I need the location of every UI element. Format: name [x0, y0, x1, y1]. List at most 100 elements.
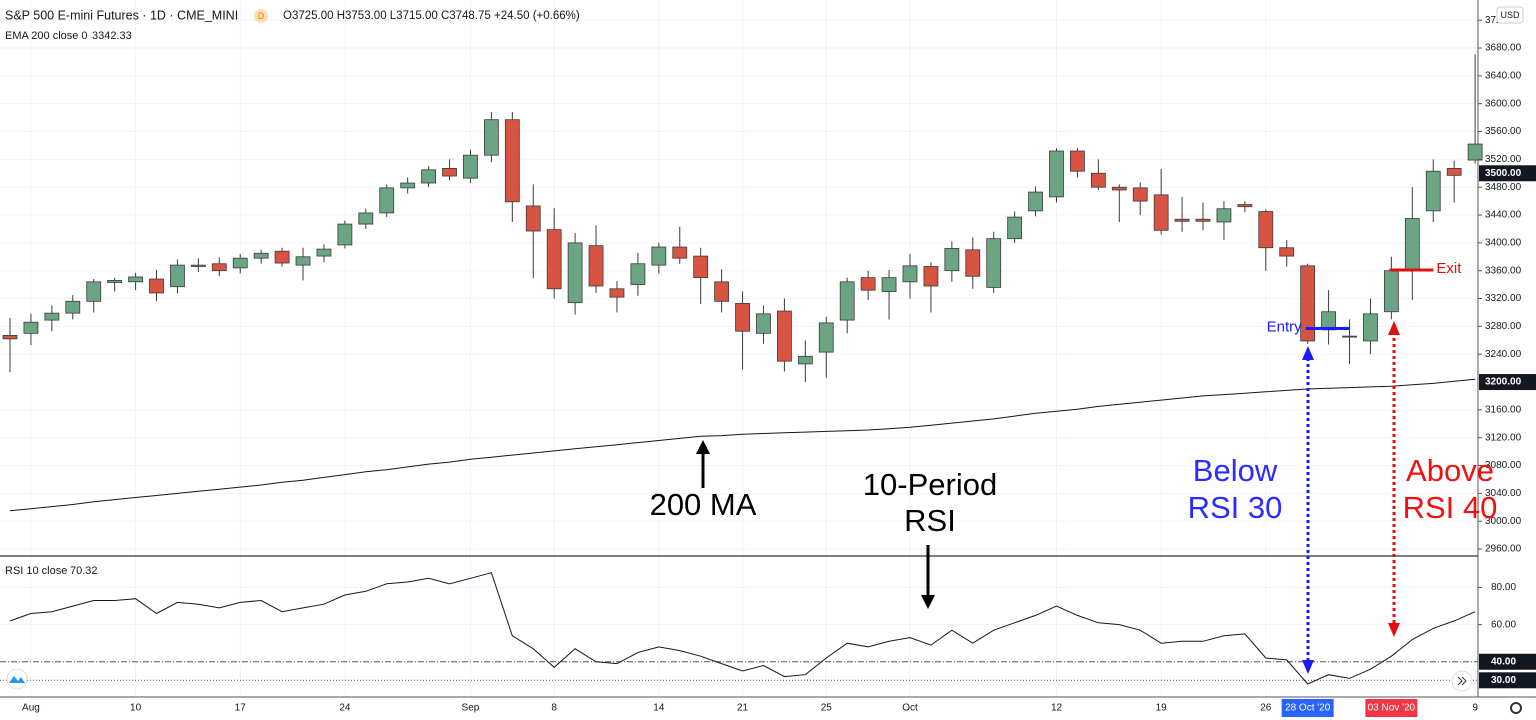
annotation-above: Above RSI 40: [1388, 321, 1497, 637]
currency-box[interactable]: [1496, 6, 1524, 24]
ema-line: [9, 378, 1476, 512]
arrow-head: [1388, 623, 1400, 637]
candle-body: [777, 310, 792, 362]
candle-body: [567, 242, 583, 304]
annotation-200ma: 200 MA: [650, 440, 757, 522]
candle-body: [881, 277, 897, 292]
candle-body: [714, 281, 730, 302]
candle-body: [1425, 170, 1441, 212]
candle-body: [818, 322, 834, 353]
x-tick-label: 24: [339, 703, 351, 714]
candle-body: [651, 246, 667, 266]
candle-body: [902, 265, 918, 283]
candle-body: [337, 223, 353, 246]
candle-body: [463, 154, 478, 179]
level-label: 30.00: [1491, 675, 1516, 686]
price-box: [1479, 165, 1536, 182]
arrow-head: [1302, 346, 1314, 360]
annotation-text: RSI: [904, 503, 956, 538]
candle-body: [149, 278, 164, 294]
level-label: 40.00: [1491, 656, 1516, 667]
symbol: S&P 500 E-mini Futures · 1D · CME_MINI: [5, 8, 238, 22]
y-tick-label: 3560.00: [1485, 126, 1522, 137]
candle-body: [400, 182, 416, 189]
candle-body: [1279, 247, 1295, 257]
candle-body: [1049, 150, 1064, 198]
candle-body: [190, 264, 206, 267]
candle-body: [232, 257, 248, 269]
y-tick-label: 3360.00: [1485, 265, 1522, 276]
candle-body: [44, 312, 60, 321]
currency: USD: [1500, 10, 1520, 20]
y-tick-label: 3400.00: [1485, 237, 1522, 248]
x-tick-label: Sep: [462, 703, 480, 714]
candle-body: [588, 245, 604, 287]
level-box: [1479, 653, 1536, 670]
logo[interactable]: [6, 668, 28, 690]
annotation-rsi: 10-Period RSI: [863, 467, 997, 609]
candle-body: [1383, 270, 1399, 313]
candle-body: [1216, 208, 1232, 223]
candle-body: [1028, 191, 1043, 212]
x-tick-label: 28 Oct '20: [1285, 703, 1331, 714]
rsi-line: [9, 572, 1476, 685]
candle-body: [504, 119, 520, 203]
grid: [0, 0, 1478, 697]
candle-body: [442, 168, 457, 177]
candle-body: [860, 277, 876, 291]
settings[interactable]: [1510, 702, 1522, 714]
candle-body: [1070, 150, 1085, 172]
candle-body: [65, 300, 81, 314]
annotation-text: RSI 30: [1188, 490, 1283, 525]
x-highlight: [1365, 699, 1418, 717]
annotation-text: RSI 40: [1403, 490, 1498, 525]
annotation-text: 10-Period: [863, 467, 997, 502]
candle-body: [274, 250, 290, 264]
candle-body: [170, 264, 185, 288]
candle-body: [693, 255, 709, 279]
candle-body: [1363, 313, 1378, 342]
candle-body: [1195, 218, 1211, 222]
arrow-head: [921, 595, 935, 609]
candle-body: [1007, 216, 1023, 240]
candle-body: [756, 313, 771, 334]
candle-body: [23, 321, 39, 334]
price-box: [1479, 374, 1536, 391]
annotation-text: Above: [1406, 453, 1494, 488]
price-label: 3500.00: [1485, 168, 1522, 179]
candle-body: [1300, 265, 1316, 342]
candle-body: [253, 252, 269, 259]
exit-label: Exit: [1436, 260, 1462, 277]
x-tick-label: 21: [737, 703, 749, 714]
y-tick-label: 3160.00: [1485, 405, 1522, 416]
y-tick-label: 3240.00: [1485, 349, 1522, 360]
annotation-text: 200 MA: [650, 487, 757, 522]
candle-body: [1153, 194, 1169, 231]
x-highlight: [1281, 699, 1334, 717]
candle-body: [1404, 218, 1420, 272]
candle-body: [672, 246, 688, 259]
candle-body: [965, 249, 981, 277]
arrow-head: [1388, 321, 1400, 335]
x-tick-label: 8: [551, 703, 557, 714]
y-tick-label: 3080.00: [1485, 460, 1522, 471]
y-tick-label: 80.00: [1491, 582, 1516, 593]
badge-text: D: [258, 11, 265, 21]
y-tick-label: 3280.00: [1485, 321, 1522, 332]
candle-body: [609, 288, 625, 298]
candle-body: [86, 281, 102, 302]
candle-body: [128, 276, 143, 283]
y-tick-label: 60.00: [1491, 619, 1516, 630]
x-tick-label: Oct: [902, 703, 918, 714]
annotation-below: Below RSI 30: [1188, 346, 1314, 674]
x-tick-label: 25: [821, 703, 833, 714]
candle-body: [630, 263, 646, 286]
candle-body: [1342, 335, 1357, 338]
plot: Entry Exit: [0, 54, 1483, 685]
candle-body: [525, 205, 541, 232]
x-tick-label: 10: [130, 703, 142, 714]
candle-body: [295, 256, 311, 266]
candle-body: [1090, 172, 1106, 188]
x-tick-label: Aug: [22, 703, 40, 714]
